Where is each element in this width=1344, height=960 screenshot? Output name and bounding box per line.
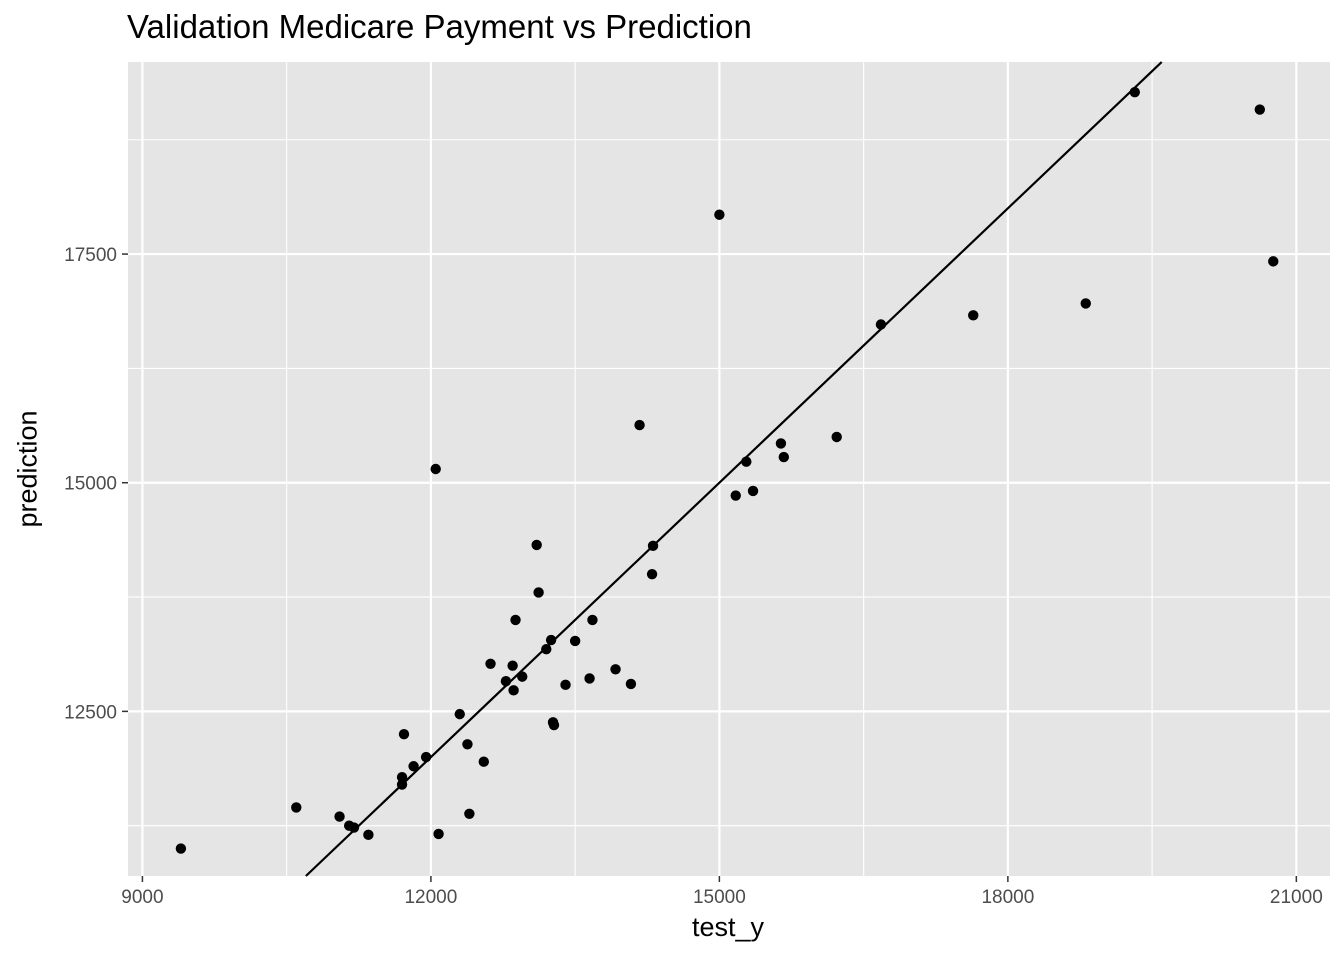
data-point	[1254, 104, 1266, 115]
data-point	[714, 209, 725, 220]
x-axis-label: test_y	[691, 912, 765, 942]
data-point	[775, 438, 787, 449]
data-point	[510, 614, 521, 626]
data-point	[647, 540, 659, 552]
y-tick-label: 12500	[64, 702, 117, 723]
data-point	[1268, 256, 1279, 267]
x-tick-label: 18000	[981, 887, 1034, 908]
data-point	[548, 719, 560, 731]
data-point	[363, 829, 374, 841]
x-tick-label: 21000	[1270, 887, 1323, 908]
data-point	[634, 419, 645, 431]
data-point	[175, 843, 187, 854]
data-point	[408, 761, 419, 772]
data-point	[625, 678, 637, 690]
data-point	[485, 658, 496, 670]
data-point	[507, 660, 518, 671]
chart-title: Validation Medicare Payment vs Predictio…	[127, 8, 752, 45]
data-point	[517, 671, 528, 682]
data-point	[875, 319, 887, 330]
data-point	[610, 664, 621, 675]
data-point	[545, 634, 557, 646]
identity-reference-line	[305, 61, 1163, 877]
x-axis: 9000 12000 15000 18000 21000	[121, 876, 1323, 908]
data-point	[778, 451, 790, 463]
y-tick-label: 15000	[64, 474, 117, 495]
data-point	[741, 456, 752, 467]
data-point	[433, 828, 444, 840]
y-tick-label: 17500	[64, 245, 117, 266]
data-point	[396, 779, 408, 790]
data-point	[508, 685, 519, 696]
data-point	[531, 539, 542, 551]
data-point	[747, 485, 759, 497]
y-axis: 12500 15000 17500	[64, 245, 128, 723]
data-point	[478, 756, 489, 767]
data-point	[500, 675, 512, 687]
x-tick-label: 15000	[693, 887, 746, 908]
x-tick-label: 9000	[121, 887, 163, 908]
data-point	[1129, 86, 1140, 98]
data-point	[398, 729, 410, 740]
data-point	[587, 614, 598, 626]
data-point	[569, 635, 581, 647]
minor-gridlines	[128, 62, 1330, 876]
data-point	[420, 751, 432, 763]
data-point	[430, 463, 441, 475]
data-point	[541, 643, 552, 655]
data-point	[560, 679, 571, 691]
data-point	[454, 708, 465, 720]
data-point	[968, 310, 979, 321]
data-point	[464, 808, 475, 820]
x-tick-label: 12000	[404, 887, 457, 908]
data-point	[1080, 298, 1091, 309]
data-point	[348, 822, 360, 833]
data-point	[831, 431, 842, 443]
data-point	[396, 772, 408, 783]
plot-panel	[128, 62, 1330, 876]
data-point	[646, 568, 658, 580]
data-point	[584, 673, 595, 684]
data-point	[462, 739, 473, 750]
data-point	[533, 587, 544, 598]
data-point	[334, 811, 345, 822]
data-point	[291, 802, 302, 813]
data-points	[175, 86, 1279, 854]
y-axis-label: prediction	[12, 410, 43, 528]
data-point	[730, 490, 741, 501]
